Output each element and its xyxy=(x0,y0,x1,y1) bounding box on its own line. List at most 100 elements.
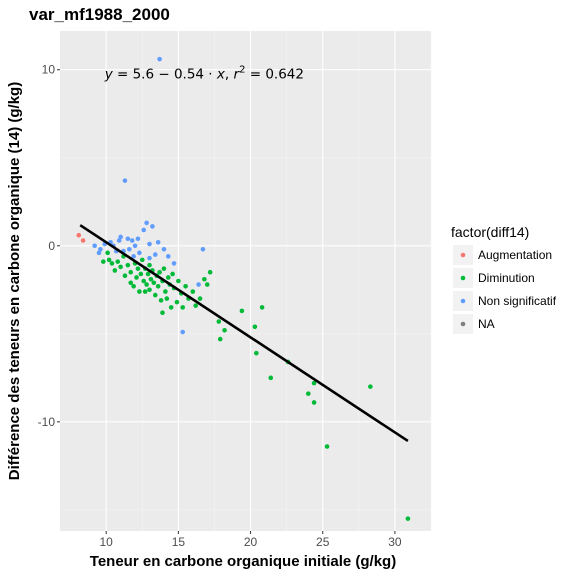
data-point xyxy=(125,236,131,242)
data-point xyxy=(180,329,186,335)
data-point xyxy=(118,234,123,240)
data-point xyxy=(147,262,152,268)
data-point xyxy=(193,303,198,308)
data-point xyxy=(254,350,259,356)
data-point xyxy=(101,259,106,264)
data-point xyxy=(180,305,186,310)
data-point xyxy=(98,247,103,252)
data-point xyxy=(145,271,151,277)
data-point xyxy=(157,269,162,275)
data-point xyxy=(204,282,210,287)
y-axis-title: Différence des teneurs en carbone organi… xyxy=(6,82,23,480)
data-point xyxy=(197,296,203,301)
x-tick-label: 25 xyxy=(316,535,330,549)
data-point xyxy=(405,516,411,521)
x-tick-label: 15 xyxy=(172,535,186,549)
y-tick-label: 0 xyxy=(48,239,55,253)
data-point xyxy=(202,276,207,282)
equation-x: x xyxy=(216,66,226,82)
data-point xyxy=(160,310,165,315)
y-tick-label: 10 xyxy=(42,63,56,77)
data-point xyxy=(144,282,149,287)
data-point xyxy=(196,282,201,287)
data-points xyxy=(76,56,411,521)
data-point xyxy=(165,275,171,280)
data-point xyxy=(150,224,155,229)
data-point xyxy=(122,178,128,183)
chart-title: var_mf1988_2000 xyxy=(29,5,170,24)
data-point xyxy=(106,257,112,263)
data-point xyxy=(134,275,139,280)
data-point xyxy=(161,266,167,271)
data-point xyxy=(137,250,142,256)
data-point xyxy=(151,280,157,286)
data-point xyxy=(311,400,317,405)
legend: Augmentation Diminution Non significatif NA xyxy=(453,245,557,334)
data-point xyxy=(142,289,148,294)
data-point xyxy=(200,247,206,252)
data-point xyxy=(132,243,138,249)
regression-line xyxy=(79,224,409,443)
data-point xyxy=(207,269,213,275)
data-point xyxy=(131,254,136,259)
major-gridlines xyxy=(60,31,431,531)
data-point xyxy=(183,283,188,289)
data-point xyxy=(128,280,134,286)
data-point xyxy=(222,327,227,333)
data-point xyxy=(158,298,164,303)
legend-label: Non significatif xyxy=(478,294,557,308)
data-point xyxy=(126,247,132,252)
data-point xyxy=(171,261,177,266)
data-point xyxy=(141,278,147,284)
x-tick-label: 10 xyxy=(100,535,114,549)
data-point xyxy=(116,238,122,243)
legend-label: NA xyxy=(478,317,495,331)
data-point xyxy=(137,289,142,294)
legend-label: Diminution xyxy=(478,271,535,285)
data-point xyxy=(368,384,373,389)
data-point xyxy=(112,268,118,273)
data-point xyxy=(118,264,123,270)
data-point xyxy=(311,380,317,386)
minor-gridlines xyxy=(60,31,432,531)
plot-panel xyxy=(60,31,431,531)
data-point xyxy=(147,255,152,261)
data-point xyxy=(252,324,258,330)
data-point xyxy=(105,250,110,256)
equation-separator: , xyxy=(225,66,234,82)
x-axis: 10 15 20 25 30 xyxy=(100,531,402,549)
data-point xyxy=(170,271,175,277)
data-point xyxy=(239,308,245,314)
data-point xyxy=(144,220,149,226)
data-point xyxy=(147,241,152,247)
data-point xyxy=(152,252,158,257)
y-axis: 10 0 -10 xyxy=(38,63,60,429)
equation-r2-value: = 0.642 xyxy=(245,66,304,82)
legend-marker xyxy=(460,321,466,327)
data-point xyxy=(155,283,161,289)
x-axis-title: Teneur en carbone organique initiale (g/… xyxy=(90,553,396,570)
data-point xyxy=(92,243,97,249)
data-point xyxy=(174,299,180,305)
equation-r: r xyxy=(234,66,241,82)
data-point xyxy=(157,56,162,62)
legend-label: Augmentation xyxy=(478,248,552,262)
data-point xyxy=(217,336,223,342)
data-point xyxy=(122,273,128,279)
data-point xyxy=(168,305,174,310)
equation-y: y xyxy=(104,66,114,82)
data-point xyxy=(96,250,102,256)
legend-title: factor(diff14) xyxy=(451,224,529,240)
data-point xyxy=(147,287,152,293)
legend-marker xyxy=(460,252,466,258)
data-point xyxy=(165,254,171,259)
data-point xyxy=(176,278,181,284)
data-point xyxy=(135,236,141,242)
legend-marker xyxy=(460,298,466,304)
data-point xyxy=(138,271,144,277)
data-point xyxy=(268,375,274,381)
legend-marker xyxy=(460,275,466,281)
equation-exponent: 2 xyxy=(239,64,245,75)
data-point xyxy=(109,261,115,266)
data-point xyxy=(131,283,136,289)
